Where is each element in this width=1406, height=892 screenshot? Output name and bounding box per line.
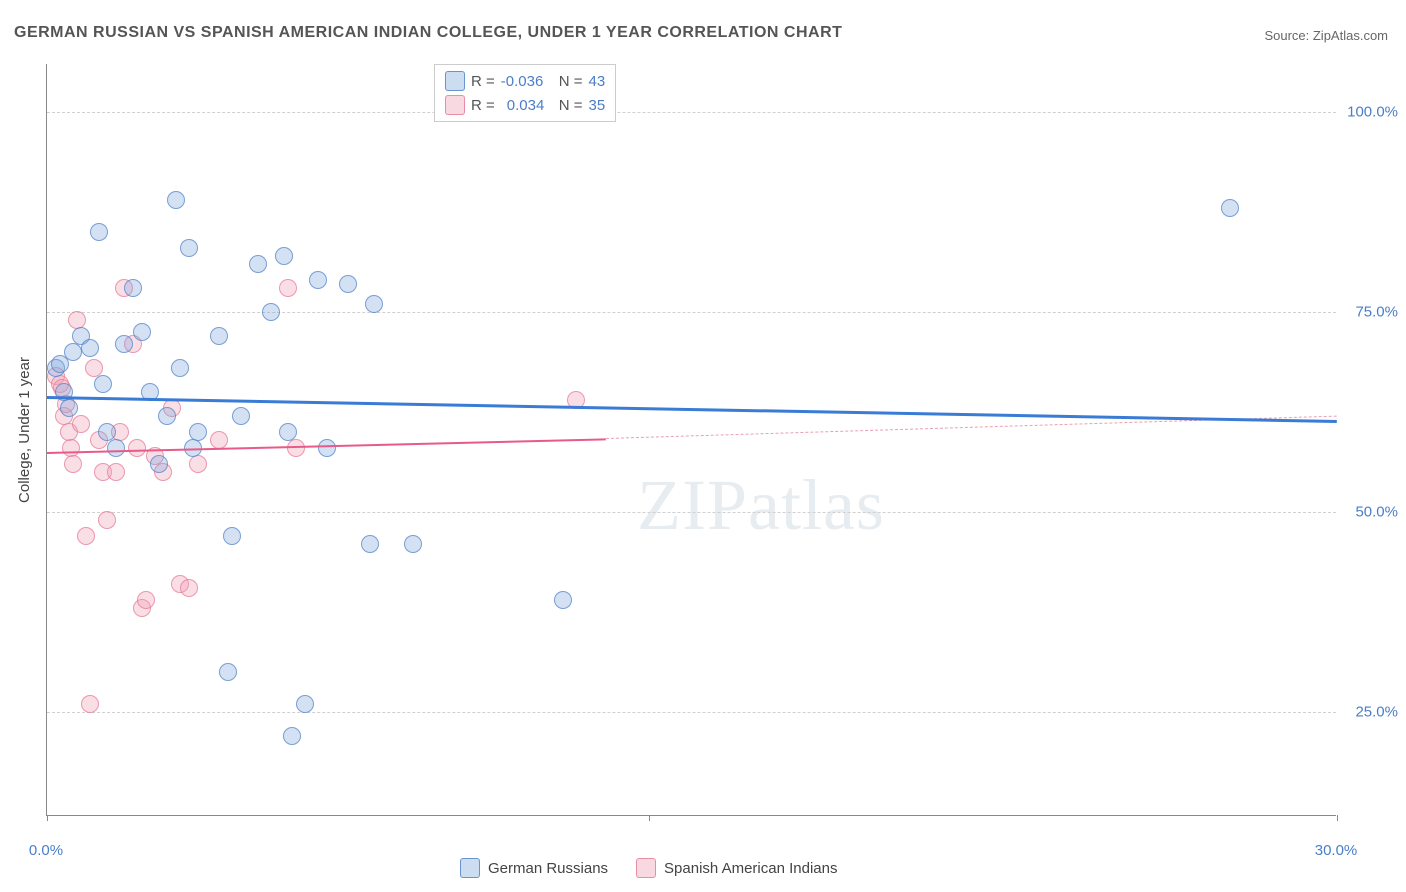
- stat-r-label-2: R =: [471, 97, 495, 114]
- legend-swatch-blue-icon: [460, 858, 480, 878]
- scatter-point: [180, 579, 198, 597]
- stat-r-blue: -0.036: [501, 73, 553, 90]
- scatter-point: [296, 695, 314, 713]
- scatter-point: [94, 375, 112, 393]
- x-tick: [1337, 815, 1338, 821]
- grid-line: [47, 312, 1336, 313]
- stat-r-pink: 0.034: [501, 97, 553, 114]
- scatter-point: [223, 527, 241, 545]
- y-tick-label: 50.0%: [1342, 504, 1398, 521]
- stat-n-label: N =: [559, 73, 583, 90]
- scatter-point: [365, 295, 383, 313]
- scatter-point: [128, 439, 146, 457]
- scatter-point: [64, 455, 82, 473]
- scatter-point: [339, 275, 357, 293]
- scatter-point: [150, 455, 168, 473]
- stat-n-pink: 35: [589, 97, 606, 114]
- scatter-point: [72, 415, 90, 433]
- stats-row-pink: R = 0.034 N = 35: [445, 93, 605, 117]
- scatter-point: [81, 695, 99, 713]
- scatter-point: [64, 343, 82, 361]
- y-axis-label: College, Under 1 year: [16, 357, 33, 503]
- scatter-point: [232, 407, 250, 425]
- scatter-point: [309, 271, 327, 289]
- scatter-point: [275, 247, 293, 265]
- scatter-point: [554, 591, 572, 609]
- legend-item-blue: German Russians: [460, 858, 608, 878]
- scatter-point: [279, 423, 297, 441]
- scatter-point: [133, 323, 151, 341]
- x-tick-label: 30.0%: [1315, 842, 1358, 859]
- scatter-point: [107, 463, 125, 481]
- grid-line: [47, 112, 1336, 113]
- chart-title: GERMAN RUSSIAN VS SPANISH AMERICAN INDIA…: [14, 24, 842, 42]
- plot-area: ZIPatlas 25.0%50.0%75.0%100.0%: [46, 64, 1336, 816]
- scatter-point: [90, 223, 108, 241]
- legend-swatch-pink-icon: [636, 858, 656, 878]
- scatter-point: [189, 455, 207, 473]
- grid-line: [47, 712, 1336, 713]
- y-tick-label: 100.0%: [1342, 104, 1398, 121]
- swatch-blue-icon: [445, 71, 465, 91]
- scatter-point: [171, 359, 189, 377]
- y-tick-label: 75.0%: [1342, 304, 1398, 321]
- x-tick: [649, 815, 650, 821]
- scatter-point: [219, 663, 237, 681]
- scatter-point: [189, 423, 207, 441]
- watermark: ZIPatlas: [637, 464, 885, 547]
- scatter-point: [158, 407, 176, 425]
- scatter-point: [1221, 199, 1239, 217]
- scatter-point: [262, 303, 280, 321]
- scatter-point: [124, 279, 142, 297]
- legend-item-pink: Spanish American Indians: [636, 858, 837, 878]
- stat-n-label-2: N =: [559, 97, 583, 114]
- stat-n-blue: 43: [589, 73, 606, 90]
- stats-legend: R = -0.036 N = 43 R = 0.034 N = 35: [434, 64, 616, 122]
- scatter-point: [81, 339, 99, 357]
- stats-row-blue: R = -0.036 N = 43: [445, 69, 605, 93]
- scatter-point: [279, 279, 297, 297]
- scatter-point: [210, 431, 228, 449]
- bottom-legend: German Russians Spanish American Indians: [460, 858, 837, 878]
- scatter-point: [180, 239, 198, 257]
- y-tick-label: 25.0%: [1342, 704, 1398, 721]
- legend-blue-label: German Russians: [488, 860, 608, 877]
- scatter-point: [115, 335, 133, 353]
- scatter-point: [361, 535, 379, 553]
- scatter-point: [60, 399, 78, 417]
- scatter-point: [318, 439, 336, 457]
- scatter-point: [77, 527, 95, 545]
- scatter-point: [283, 727, 301, 745]
- scatter-point: [249, 255, 267, 273]
- stat-r-label: R =: [471, 73, 495, 90]
- scatter-point: [107, 439, 125, 457]
- grid-line: [47, 512, 1336, 513]
- scatter-point: [98, 511, 116, 529]
- source-label: Source: ZipAtlas.com: [1264, 28, 1388, 43]
- x-tick-label: 0.0%: [29, 842, 63, 859]
- scatter-point: [137, 591, 155, 609]
- legend-pink-label: Spanish American Indians: [664, 860, 837, 877]
- scatter-point: [404, 535, 422, 553]
- x-tick: [47, 815, 48, 821]
- scatter-point: [167, 191, 185, 209]
- scatter-point: [210, 327, 228, 345]
- swatch-pink-icon: [445, 95, 465, 115]
